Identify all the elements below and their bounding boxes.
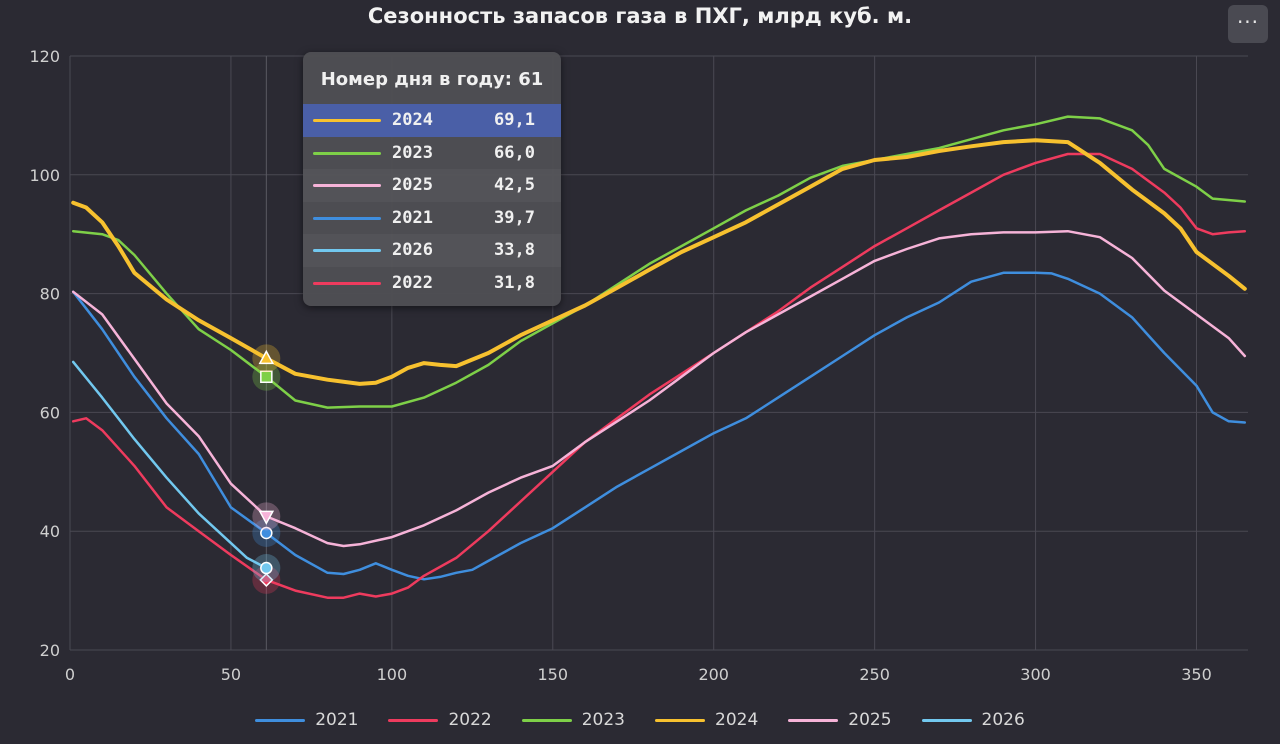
legend-item-2022[interactable]: 2022 [388, 708, 492, 732]
hover-marker-2026 [260, 561, 273, 575]
tooltip-value: 39,7 [494, 207, 535, 228]
tooltip-row: 2026 33,8 [303, 234, 561, 267]
tooltip-swatch [313, 119, 381, 122]
tooltip-value: 33,8 [494, 240, 535, 260]
y-tick-label: 80 [40, 285, 60, 304]
legend-label: 2024 [715, 710, 759, 730]
tooltip-row: 2025 42,5 [303, 169, 561, 202]
y-axis-ticks: 20 40 60 80 100 120 [29, 47, 60, 660]
legend-label: 2026 [981, 710, 1025, 730]
legend-swatch [788, 718, 839, 722]
tooltip-title: Номер дня в году: 61 [320, 69, 544, 90]
x-tick-label: 50 [221, 665, 241, 684]
hover-marker-2022 [259, 572, 274, 587]
tooltip-year: 2024 [392, 110, 433, 130]
tooltip-value: 31,8 [494, 272, 535, 293]
y-tick-label: 100 [29, 166, 60, 185]
tooltip-row: 2024 69,1 [303, 104, 561, 137]
legend-swatch [921, 718, 972, 722]
legend-swatch [521, 718, 572, 722]
tooltip-year: 2022 [392, 272, 433, 293]
legend-item-2023[interactable]: 2023 [521, 708, 625, 732]
legend-swatch [388, 718, 439, 722]
x-tick-label: 150 [538, 665, 569, 684]
tooltip-swatch [313, 281, 381, 285]
series-line-2023[interactable] [71, 115, 1247, 409]
series-lines [71, 115, 1247, 599]
tooltip-rows: 2024 69,1 2023 66,0 2025 42,5 2021 39,7 2026… [303, 104, 561, 299]
x-tick-label: 300 [1020, 665, 1051, 684]
legend-label: 2025 [848, 710, 892, 730]
x-tick-label: 200 [698, 665, 729, 684]
tooltip-value: 42,5 [494, 175, 535, 195]
hover-markers [252, 344, 281, 594]
tooltip-swatch [313, 216, 381, 220]
y-tick-label: 120 [29, 47, 60, 66]
tooltip-swatch [313, 184, 381, 187]
x-axis-ticks: 0 50 100 150 200 250 300 350 [65, 665, 1212, 684]
y-tick-label: 60 [40, 403, 60, 422]
chart-legend: 2021 2022 2023 2024 2025 2026 [0, 708, 1280, 732]
series-line-2021[interactable] [71, 271, 1247, 581]
hover-marker-2023 [260, 370, 273, 384]
tooltip-year: 2025 [392, 175, 433, 195]
series-line-2025[interactable] [71, 229, 1247, 548]
chart-menu-button[interactable]: ··· [1228, 5, 1268, 43]
hover-marker-2025 [258, 510, 275, 525]
tooltip-value: 66,0 [494, 142, 535, 163]
x-tick-label: 0 [65, 665, 75, 684]
tooltip-value: 69,1 [494, 110, 535, 130]
tooltip-swatch [313, 249, 381, 252]
y-tick-label: 40 [40, 522, 60, 541]
tooltip-swatch [313, 151, 381, 155]
tooltip-year: 2021 [392, 207, 433, 228]
x-tick-label: 250 [859, 665, 890, 684]
x-tick-label: 350 [1181, 665, 1212, 684]
legend-item-2024[interactable]: 2024 [655, 708, 758, 732]
hover-marker-2024 [258, 349, 275, 365]
series-line-2026[interactable] [71, 360, 268, 570]
chart-title: Сезонность запасов газа в ПХГ, млрд куб.… [367, 4, 913, 28]
tooltip-row: 2022 31,8 [303, 267, 561, 300]
y-tick-label: 20 [40, 641, 60, 660]
legend-label: 2023 [581, 710, 625, 730]
tooltip-year: 2023 [392, 142, 433, 163]
legend-item-2026[interactable]: 2026 [921, 708, 1025, 732]
legend-swatch [655, 718, 705, 722]
x-tick-label: 100 [377, 665, 408, 684]
legend-swatch [255, 718, 306, 722]
tooltip-row: 2023 66,0 [303, 137, 561, 170]
legend-item-2021[interactable]: 2021 [255, 708, 358, 732]
hover-tooltip: Номер дня в году: 61 2024 69,1 2023 66,0 2… [303, 52, 561, 306]
tooltip-row: 2021 39,7 [303, 202, 561, 235]
grid-lines [69, 55, 1248, 651]
legend-label: 2022 [448, 710, 492, 730]
tooltip-year: 2026 [392, 240, 433, 260]
legend-label: 2021 [315, 710, 359, 730]
legend-item-2025[interactable]: 2025 [788, 708, 892, 732]
hover-marker-2021 [260, 526, 273, 540]
series-line-2024[interactable] [71, 138, 1247, 386]
